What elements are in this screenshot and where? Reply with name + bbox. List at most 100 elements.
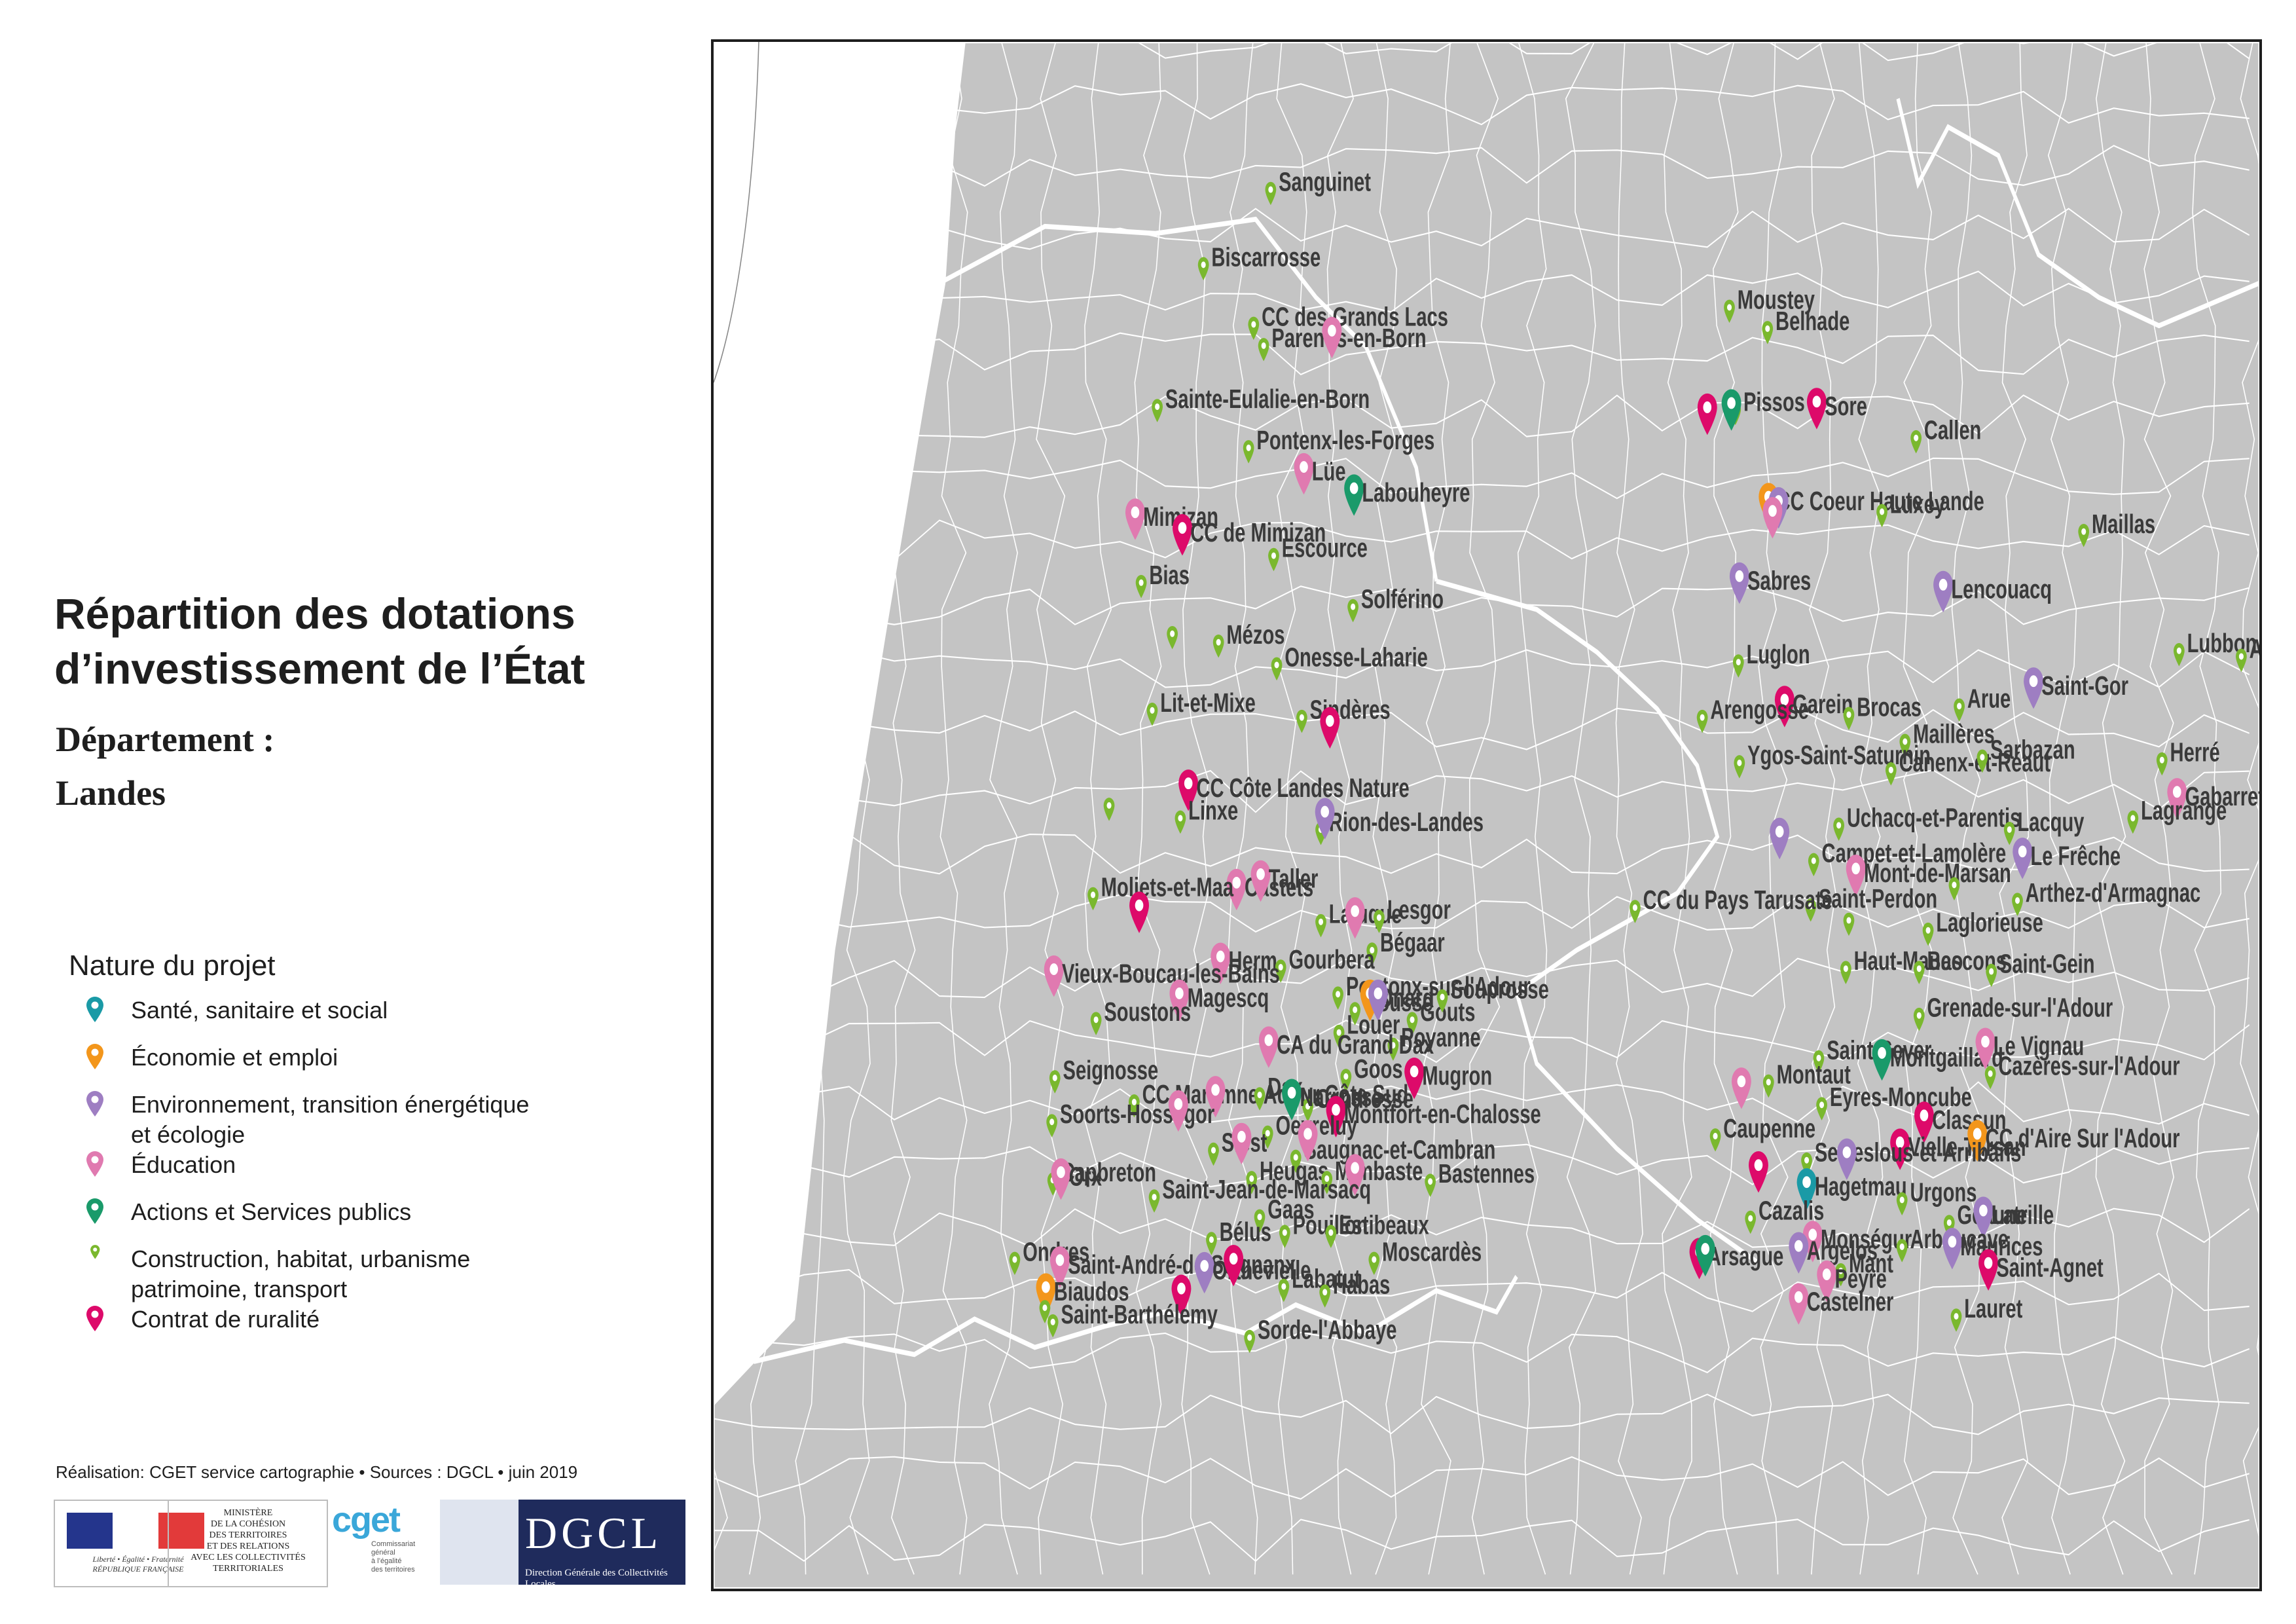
construction-project-marker[interactable] (1347, 599, 1358, 623)
education-project-marker[interactable] (1044, 955, 1064, 997)
construction-project-marker[interactable] (1805, 898, 1817, 922)
education-project-marker[interactable] (1211, 942, 1231, 984)
services-project-marker[interactable] (1282, 1079, 1302, 1120)
education-project-marker[interactable] (1168, 1090, 1188, 1132)
ruralite-project-marker[interactable] (1129, 891, 1149, 933)
construction-project-marker[interactable] (1734, 755, 1745, 779)
education-project-marker[interactable] (1051, 1158, 1071, 1200)
construction-project-marker[interactable] (1630, 900, 1641, 923)
education-project-marker[interactable] (1345, 897, 1365, 939)
construction-project-marker[interactable] (1268, 547, 1279, 572)
education-project-marker[interactable] (1125, 498, 1145, 540)
construction-project-marker[interactable] (1899, 733, 1911, 758)
ruralite-project-marker[interactable] (1171, 1274, 1192, 1316)
construction-project-marker[interactable] (1175, 810, 1186, 834)
environnement-project-marker[interactable] (1789, 1232, 1809, 1274)
construction-project-marker[interactable] (1275, 959, 1286, 983)
construction-project-marker[interactable] (1135, 574, 1147, 599)
construction-project-marker[interactable] (1896, 1239, 1908, 1263)
construction-project-marker[interactable] (1332, 986, 1343, 1010)
construction-project-marker[interactable] (1950, 1308, 1962, 1332)
education-project-marker[interactable] (1975, 1027, 1995, 1069)
education-project-marker[interactable] (1802, 1221, 1823, 1263)
services-project-marker[interactable] (1344, 474, 1364, 516)
construction-project-marker[interactable] (1368, 1251, 1380, 1276)
construction-project-marker[interactable] (1167, 625, 1178, 650)
construction-project-marker[interactable] (1047, 1314, 1059, 1338)
ruralite-project-marker[interactable] (1320, 707, 1340, 749)
environnement-project-marker[interactable] (1194, 1251, 1214, 1294)
environnement-project-marker[interactable] (1315, 798, 1335, 840)
construction-project-marker[interactable] (1212, 634, 1224, 658)
construction-project-marker[interactable] (1896, 1192, 1908, 1216)
construction-project-marker[interactable] (1262, 1125, 1273, 1149)
construction-project-marker[interactable] (1321, 1171, 1333, 1194)
construction-project-marker[interactable] (1986, 963, 1997, 987)
construction-project-marker[interactable] (1296, 709, 1307, 733)
construction-project-marker[interactable] (1206, 1232, 1217, 1255)
ruralite-project-marker[interactable] (1326, 1096, 1346, 1137)
environnement-project-marker[interactable] (1729, 562, 1749, 604)
ruralite-project-marker[interactable] (1404, 1058, 1425, 1099)
construction-project-marker[interactable] (1732, 654, 1744, 678)
services-project-marker[interactable] (1721, 389, 1741, 431)
education-project-marker[interactable] (1345, 1154, 1365, 1196)
construction-project-marker[interactable] (1103, 798, 1115, 821)
construction-project-marker[interactable] (1885, 762, 1897, 786)
construction-project-marker[interactable] (1325, 1225, 1337, 1248)
construction-project-marker[interactable] (2003, 822, 2015, 845)
ruralite-project-marker[interactable] (1173, 514, 1192, 556)
construction-project-marker[interactable] (1833, 817, 1844, 841)
construction-project-marker[interactable] (1913, 961, 1925, 984)
construction-project-marker[interactable] (1876, 504, 1887, 528)
education-project-marker[interactable] (1231, 1122, 1252, 1165)
education-project-marker[interactable] (1817, 1260, 1837, 1302)
construction-project-marker[interactable] (1406, 1012, 1418, 1035)
construction-project-marker[interactable] (2127, 810, 2139, 834)
environnement-project-marker[interactable] (1942, 1228, 1962, 1270)
education-project-marker[interactable] (1731, 1067, 1751, 1109)
landes-map[interactable]: Sanguinet Biscarrosse CC des Grands LacsPa… (714, 42, 2259, 1589)
construction-project-marker[interactable] (1984, 1065, 1996, 1090)
construction-project-marker[interactable] (1009, 1251, 1021, 1276)
construction-project-marker[interactable] (1977, 749, 1988, 773)
construction-project-marker[interactable] (1349, 1002, 1361, 1025)
sante-project-marker[interactable] (1796, 1168, 1817, 1210)
environnement-project-marker[interactable] (2013, 838, 2033, 879)
education-project-marker[interactable] (1294, 452, 1314, 495)
environnement-project-marker[interactable] (1770, 817, 1790, 860)
education-project-marker[interactable] (1762, 497, 1783, 539)
construction-project-marker[interactable] (1808, 853, 1819, 877)
construction-project-marker[interactable] (1762, 321, 1774, 344)
construction-project-marker[interactable] (1039, 1300, 1051, 1323)
construction-project-marker[interactable] (1146, 702, 1158, 726)
ruralite-project-marker[interactable] (1178, 769, 1199, 811)
construction-project-marker[interactable] (1724, 299, 1735, 323)
construction-project-marker[interactable] (2156, 752, 2168, 776)
construction-project-marker[interactable] (1835, 1263, 1847, 1287)
construction-project-marker[interactable] (1315, 913, 1326, 938)
construction-project-marker[interactable] (1087, 887, 1099, 911)
ruralite-project-marker[interactable] (1774, 686, 1795, 728)
construction-project-marker[interactable] (1910, 430, 1922, 454)
construction-project-marker[interactable] (1148, 1189, 1160, 1213)
construction-project-marker[interactable] (1843, 912, 1855, 936)
construction-project-marker[interactable] (1290, 1149, 1302, 1173)
construction-project-marker[interactable] (1319, 1284, 1331, 1308)
construction-project-marker[interactable] (1208, 1142, 1219, 1166)
construction-project-marker[interactable] (1246, 1171, 1258, 1194)
education-project-marker[interactable] (1250, 860, 1271, 902)
construction-project-marker[interactable] (1425, 1173, 1436, 1197)
construction-project-marker[interactable] (1816, 1097, 1827, 1120)
education-project-marker[interactable] (1049, 1246, 1070, 1288)
services-project-marker[interactable] (1695, 1234, 1715, 1277)
construction-project-marker[interactable] (1265, 181, 1277, 206)
construction-project-marker[interactable] (1843, 707, 1855, 730)
construction-project-marker[interactable] (2236, 648, 2247, 673)
environnement-project-marker[interactable] (2024, 667, 2043, 709)
education-project-marker[interactable] (1298, 1120, 1318, 1162)
construction-project-marker[interactable] (2012, 893, 2023, 916)
construction-project-marker[interactable] (1302, 1098, 1313, 1122)
construction-project-marker[interactable] (1709, 1128, 1721, 1152)
construction-project-marker[interactable] (1046, 1114, 1058, 1137)
